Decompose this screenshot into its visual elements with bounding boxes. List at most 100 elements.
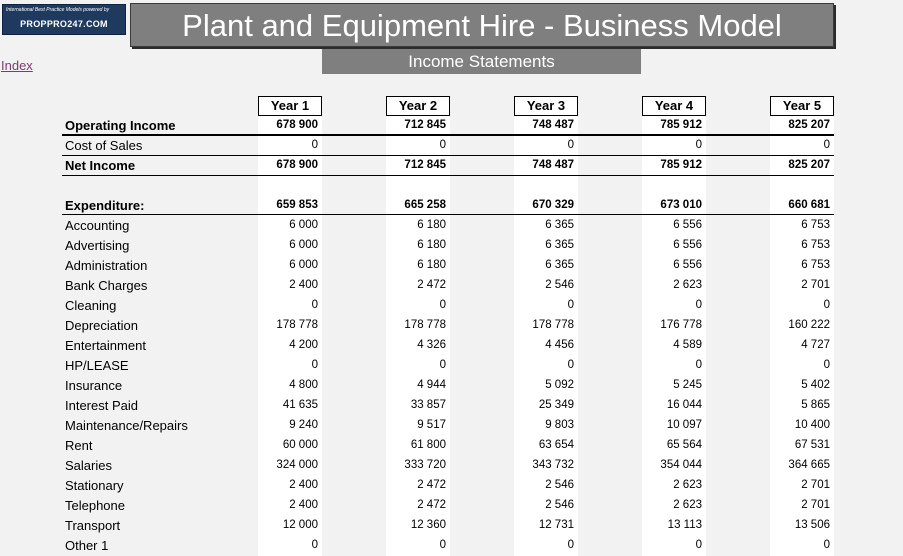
cell-value: 0: [567, 539, 574, 551]
cell-value: 665 258: [404, 199, 446, 211]
expenditure-underline: [62, 214, 834, 215]
year-column-background: [514, 96, 578, 556]
cell-value: 2 701: [801, 279, 830, 291]
expense-row: Bank Charges 2 400 2 472 2 546 2 623 2 701: [62, 276, 834, 296]
cell-value: 5 245: [673, 379, 702, 391]
row-label: Insurance: [65, 378, 123, 393]
cell-value: 0: [823, 299, 830, 311]
net-income-top-rule: [62, 155, 834, 156]
row-label: Entertainment: [65, 338, 146, 353]
cell-value: 12 000: [282, 519, 318, 531]
cell-value: 4 200: [289, 339, 318, 351]
expense-row: Insurance 4 800 4 944 5 092 5 245 5 402: [62, 376, 834, 396]
cell-value: 0: [695, 299, 702, 311]
cell-value: 5 402: [801, 379, 830, 391]
row-label: Advertising: [65, 238, 130, 253]
cell-value: 4 589: [673, 339, 702, 351]
expense-row: Advertising 6 000 6 180 6 365 6 556 6 753: [62, 236, 834, 256]
cell-value: 9 240: [289, 419, 318, 431]
cell-value: 6 753: [801, 239, 830, 251]
cell-value: 673 010: [660, 199, 702, 211]
cell-value: 176 778: [660, 319, 702, 331]
row-label: Telephone: [65, 498, 125, 513]
sheet-subtitle: Income Statements: [322, 49, 641, 74]
row-label: Interest Paid: [65, 398, 138, 413]
cell-value: 678 900: [276, 119, 318, 131]
cell-value: 5 092: [545, 379, 574, 391]
cell-value: 178 778: [532, 319, 574, 331]
cell-value: 2 701: [801, 499, 830, 511]
cell-value: 4 800: [289, 379, 318, 391]
logo-brand: PROPPRO247.COM: [20, 19, 108, 29]
row-label: Net Income: [65, 158, 136, 173]
cell-value: 2 472: [417, 479, 446, 491]
cell-value: 0: [567, 299, 574, 311]
cell-value: 2 701: [801, 479, 830, 491]
cell-value: 6 000: [289, 259, 318, 271]
cell-value: 712 845: [404, 119, 446, 131]
cell-value: 670 329: [532, 199, 574, 211]
row-label: Transport: [65, 518, 121, 533]
cell-value: 333 720: [404, 459, 446, 471]
cell-value: 0: [439, 139, 446, 151]
cell-value: 0: [695, 359, 702, 371]
cell-value: 6 000: [289, 239, 318, 251]
cell-value: 0: [695, 139, 702, 151]
header-underline: [62, 134, 834, 136]
cell-value: 0: [439, 539, 446, 551]
row-label: Cleaning: [65, 298, 117, 313]
cell-value: 825 207: [788, 119, 830, 131]
cell-value: 659 853: [276, 199, 318, 211]
row-label: Administration: [65, 258, 148, 273]
cell-value: 6 753: [801, 259, 830, 271]
row-label: Maintenance/Repairs: [65, 418, 188, 433]
cell-value: 6 180: [417, 219, 446, 231]
cell-value: 324 000: [276, 459, 318, 471]
cell-value: 6 180: [417, 239, 446, 251]
logo-tagline: International Best Practice Models power…: [6, 7, 110, 13]
cell-value: 33 857: [410, 399, 446, 411]
expense-row: Rent 60 000 61 800 63 654 65 564 67 531: [62, 436, 834, 456]
cell-value: 0: [823, 359, 830, 371]
cell-value: 0: [311, 139, 318, 151]
row-label: Accounting: [65, 218, 130, 233]
cell-value: 4 944: [417, 379, 446, 391]
row-label: Other 1: [65, 538, 109, 553]
cell-value: 65 564: [666, 439, 702, 451]
expense-row: Telephone 2 400 2 472 2 546 2 623 2 701: [62, 496, 834, 516]
cell-value: 0: [311, 539, 318, 551]
cell-value: 61 800: [410, 439, 446, 451]
column-header-year: Year 1: [258, 96, 322, 116]
column-header-year: Year 3: [514, 96, 578, 116]
cell-value: 160 222: [788, 319, 830, 331]
cell-value: 354 044: [660, 459, 702, 471]
year-column-background: [258, 96, 322, 556]
row-label: Expenditure:: [65, 198, 145, 213]
cell-value: 678 900: [276, 159, 318, 171]
net-income-bottom-rule: [62, 175, 834, 176]
page-title: Plant and Equipment Hire - Business Mode…: [130, 3, 834, 47]
cell-value: 178 778: [404, 319, 446, 331]
cell-value: 63 654: [538, 439, 574, 451]
cell-value: 2 546: [545, 279, 574, 291]
cell-value: 0: [823, 539, 830, 551]
year-column-background: [386, 96, 450, 556]
cell-value: 0: [439, 359, 446, 371]
row-label: HP/LEASE: [65, 358, 129, 373]
cell-value: 2 623: [673, 479, 702, 491]
cell-value: 2 472: [417, 499, 446, 511]
cell-value: 6 365: [545, 239, 574, 251]
cell-value: 6 753: [801, 219, 830, 231]
cell-value: 4 456: [545, 339, 574, 351]
expense-row: Accounting 6 000 6 180 6 365 6 556 6 753: [62, 216, 834, 236]
cell-value: 6 556: [673, 259, 702, 271]
cell-value: 4 727: [801, 339, 830, 351]
cell-value: 2 472: [417, 279, 446, 291]
cell-value: 25 349: [538, 399, 574, 411]
cell-value: 660 681: [788, 199, 830, 211]
year-column-background: [770, 96, 834, 556]
index-link[interactable]: Index: [1, 58, 33, 73]
row-label: Depreciation: [65, 318, 138, 333]
cell-value: 2 400: [289, 279, 318, 291]
income-row: Cost of Sales 0 0 0 0 0: [62, 136, 834, 156]
